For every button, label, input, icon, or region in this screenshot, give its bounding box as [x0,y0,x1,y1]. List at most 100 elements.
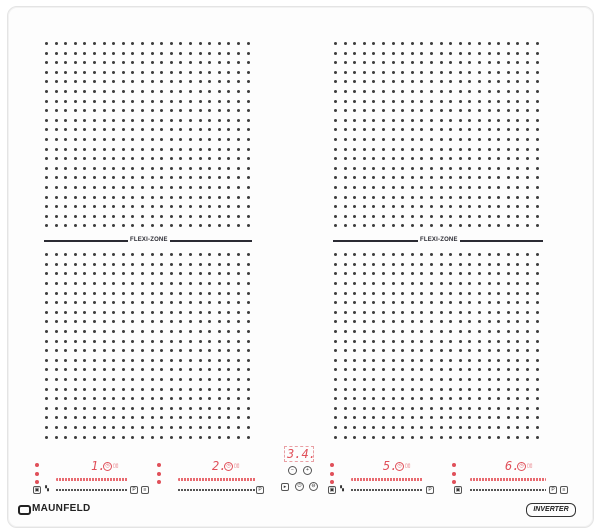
zone-grid-dot [458,272,462,276]
zone-grid-dot [160,224,164,228]
zone-grid-dot [217,339,221,343]
zone-grid-dot [420,349,424,353]
zone-grid-dot [246,368,250,372]
zone-grid-dot [526,426,529,429]
zone-grid-dot [516,109,520,113]
zone-grid-dot [353,166,357,170]
boost-button[interactable]: P [549,486,557,494]
plus-icon[interactable]: + [303,466,312,475]
zone-grid-dot [420,118,424,122]
zone-grid-dot [487,320,491,324]
flexi-zone-label-left: FLEXI-ZONE [128,236,170,244]
zone-grid-dot [169,61,173,65]
zone-grid-dot [160,253,164,257]
zone-grid-dot [45,99,48,103]
pause-icon[interactable]: ▸ [281,483,289,491]
zone-grid-dot [535,157,539,161]
boost-button[interactable]: P [426,486,434,494]
zone-grid-dot [343,176,347,180]
zone-grid-dot [246,416,250,420]
zone-grid-dot [150,291,154,295]
zone-grid-dot [102,435,106,439]
zone-grid-dot [198,205,202,209]
zone-grid-dot [401,282,405,285]
zone-grid-dot [334,272,337,276]
zone-grid-dot [217,435,221,439]
zone-grid-dot [150,301,154,305]
zone-select-button[interactable]: ▣ [328,486,336,494]
zone-grid-dot [141,387,144,391]
boost-button[interactable]: P [256,486,264,494]
zone-grid-dot [430,387,433,391]
zone-grid-dot [391,358,395,362]
zone-grid-dot [102,195,106,199]
zone-grid-dot [420,406,424,410]
zone-grid-dot [189,99,192,103]
zone-grid-dot [45,42,48,45]
zone-grid-dot [83,349,87,353]
zone-grid-dot [382,42,385,45]
zone-grid-dot [430,176,433,180]
zone-grid-dot [439,118,443,122]
zone-grid-dot [83,70,87,74]
zone-grid-dot [246,61,250,65]
zone-grid-dot [449,90,453,93]
zone-grid-dot [64,51,68,55]
zone-grid-dot [246,176,250,180]
zone-grid-dot [410,272,414,276]
zone-grid-dot [449,320,453,324]
zone-grid-dot [334,291,337,295]
zone-grid-dot [487,378,491,381]
zone-grid-dot [506,253,510,257]
zone-grid-dot [83,176,87,180]
power-slider[interactable] [351,489,423,491]
power-slider[interactable] [470,489,546,491]
zone-grid-dot [420,205,424,209]
zone-grid-dot [382,358,385,362]
lock-icon[interactable]: ⊖ [309,482,318,491]
zone-grid-dot [391,224,395,228]
zone-grid-dot [468,147,472,151]
zone-grid-dot [237,186,240,189]
zone-grid-dot [160,339,164,343]
zone-grid-dot [83,195,87,199]
zone-grid-dot [458,291,462,295]
power-icon[interactable]: ⏻ [295,482,304,491]
zone-grid-dot [131,186,135,189]
zone-select-button[interactable]: ▣ [454,486,462,494]
zone-grid-dot [391,320,395,324]
zone-grid-dot [246,118,250,122]
zone-grid-dot [362,310,366,314]
zone-grid-dot [535,291,539,295]
zone-grid-dot [372,282,376,285]
zone-grid-dot [246,128,250,132]
zone-grid-dot [208,99,212,103]
zone-grid-dot [141,406,144,410]
zone-grid-dot [497,272,501,276]
zone-grid-dot [458,330,462,333]
zone-grid-dot [208,358,212,362]
zone-grid-dot [526,128,529,132]
zone-grid-dot [150,397,154,401]
zone-grid-dot [112,291,116,295]
power-slider[interactable] [178,489,256,491]
zone-grid-dot [141,320,144,324]
zone-grid-dot [535,272,539,276]
zone-grid-dot [391,272,395,276]
power-slider[interactable] [56,489,128,491]
zone-grid-dot [430,80,433,84]
zone-grid-dot [217,70,221,74]
minus-icon[interactable]: − [288,466,297,475]
zone-grid-dot [141,262,144,266]
zone-grid-dot [353,147,357,151]
zone-grid-dot [487,61,491,65]
zone-select-button[interactable]: ▣ [33,486,41,494]
zone-grid-dot [208,397,212,401]
zone-grid-dot [121,195,125,199]
zone-grid-dot [439,378,443,381]
zone-grid-dot [169,147,173,151]
boost-button[interactable]: P [130,486,138,494]
zone-grid-dot [526,272,529,276]
zone-grid-dot [468,406,472,410]
zone-grid-dot [198,253,202,257]
